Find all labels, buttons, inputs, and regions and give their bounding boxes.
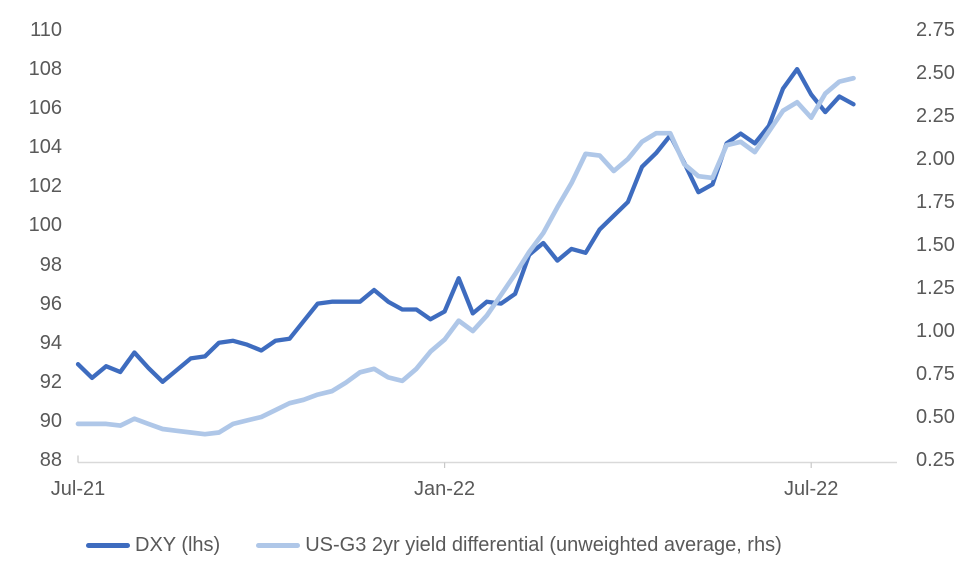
right-axis-tick-label: 0.25 [916, 449, 955, 471]
left-axis-tick-label: 102 [28, 175, 62, 198]
right-axis-tick-label: 1.00 [916, 320, 955, 342]
left-axis-tick-label: 94 [39, 331, 62, 354]
x-axis-tick-label: Jul-21 [50, 478, 106, 500]
right-axis-tick-label: 2.75 [916, 19, 955, 41]
right-axis-tick-label: 0.50 [916, 406, 955, 428]
x-axis-tick-label: Jan-22 [414, 478, 476, 500]
left-axis-tick-label: 98 [39, 253, 62, 276]
right-axis-tick-label: 1.25 [916, 277, 955, 299]
legend-label-yield-differential: US-G3 2yr yield differential (unweighted… [305, 534, 782, 556]
left-axis-tick-label: 110 [30, 19, 62, 41]
series-line-1 [75, 75, 856, 437]
left-axis-tick-label: 100 [28, 214, 62, 237]
right-axis-tick-label: 0.75 [916, 363, 955, 385]
right-axis-tick-label: 2.25 [916, 105, 955, 127]
legend-label-dxy: DXY (lhs) [135, 534, 221, 556]
left-axis-tick-label: 108 [28, 58, 62, 81]
legend-swatch-yield-differential [256, 543, 301, 548]
x-axis-tick-label: Jul-22 [783, 478, 839, 500]
left-axis-tick-label: 88 [39, 449, 62, 471]
right-axis-tick-label: 2.00 [916, 148, 955, 170]
series-line-0 [75, 66, 856, 384]
left-axis-tick-label: 106 [28, 97, 62, 120]
left-axis-tick-label: 92 [39, 370, 62, 393]
left-axis-tick-label: 96 [39, 292, 62, 315]
legend-swatch-dxy [86, 543, 130, 548]
right-axis-tick-label: 1.50 [916, 234, 955, 256]
left-axis-tick-label: 104 [28, 136, 62, 159]
right-axis-tick-label: 2.50 [916, 62, 955, 84]
legend: DXY (lhs) US-G3 2yr yield differential (… [86, 534, 782, 557]
left-axis-tick-label: 90 [39, 409, 62, 432]
right-axis-tick-label: 1.75 [916, 191, 955, 213]
